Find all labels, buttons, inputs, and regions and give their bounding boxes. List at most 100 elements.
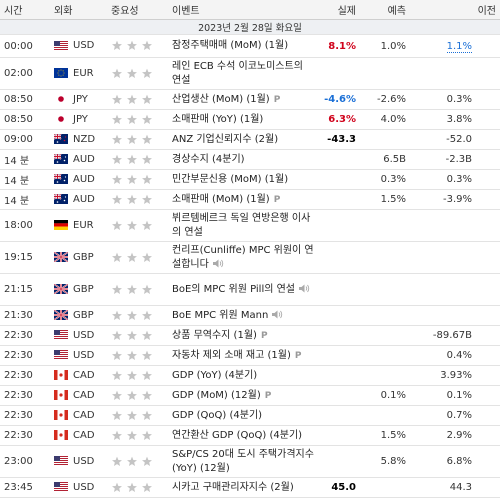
event-name: 경상수지 (4분기): [172, 153, 245, 165]
flag-part: [64, 196, 67, 198]
audio-icon: [212, 259, 224, 268]
previous-value: 0.4%: [446, 350, 472, 361]
currency-cell: EUR: [50, 209, 107, 242]
previous-value: 1.1%: [446, 40, 472, 53]
preliminary-badge: P: [294, 350, 302, 361]
forecast-cell: 0.3%: [360, 169, 410, 190]
actual-cell: [318, 345, 360, 366]
star-icon: [127, 114, 137, 124]
importance-stars: [112, 350, 152, 360]
event-row: 14 분 AUD 민간부문신용 (MoM) (1월) 0.3% 0.3%: [0, 169, 500, 190]
flag-part: [54, 350, 68, 352]
currency-cell: CAD: [50, 405, 107, 426]
event-row: 09:00 NZD ANZ 기업신뢰지수 (2월) -43.3 -52.0: [0, 129, 500, 150]
currency-code: USD: [73, 329, 95, 341]
star-icon: [142, 154, 152, 164]
event-cell: GDP (YoY) (4분기): [168, 365, 318, 386]
star-icon: [112, 350, 122, 360]
flag-part: [64, 370, 68, 381]
star-icon: [142, 252, 152, 262]
audio-shape: [272, 310, 278, 319]
time-cell: 23:00: [0, 445, 50, 478]
flag-part: [54, 330, 68, 332]
forecast-cell: 5.8%: [360, 445, 410, 478]
flag-part: [54, 460, 68, 462]
event-name: GDP (YoY) (4분기): [172, 369, 258, 381]
event-row: 19:15 GBP 컨리프(Cunliffe) MPC 위원이 연설합니다: [0, 241, 500, 274]
currency-code: EUR: [73, 67, 94, 79]
currency-cell: AUD: [50, 149, 107, 170]
time-cell: 21:30: [0, 305, 50, 326]
star-icon: [127, 284, 137, 294]
flag-icon: [54, 482, 68, 493]
previous-value: 0.3%: [446, 174, 472, 185]
event-row: 00:00 USD 잠정주택매매 (MoM) (1월) 8.1% 1.0% 1.1%: [0, 34, 500, 58]
flag-part: [58, 74, 60, 76]
flag-part: [64, 136, 67, 138]
event-name: 소매판매 (YoY) (1월): [172, 113, 264, 125]
forecast-cell: -2.6%: [360, 89, 410, 110]
star-icon: [142, 68, 152, 78]
currency-cell: AUD: [50, 169, 107, 190]
currency-cell: AUD: [50, 189, 107, 210]
importance-stars: [112, 482, 152, 492]
previous-value: -89.67B: [432, 330, 472, 341]
event-row: 22:30 CAD GDP (QoQ) (4분기) 0.7%: [0, 405, 500, 426]
event-row: 22:30 CAD GDP (MoM) (12월) P 0.1% 0.1%: [0, 385, 500, 406]
star-icon: [112, 220, 122, 230]
importance-cell: [107, 325, 168, 346]
previous-cell: -52.0: [410, 129, 500, 150]
previous-value: 6.8%: [446, 456, 472, 467]
star-icon: [112, 284, 122, 294]
flag-part: [59, 373, 63, 377]
event-name: 레인 ECB 수석 이코노미스트의 연설: [172, 60, 303, 86]
currency-code: CAD: [73, 429, 95, 441]
column-header: 외화: [50, 0, 107, 20]
star-icon: [112, 430, 122, 440]
flag-part: [63, 159, 66, 162]
flag-part: [58, 96, 64, 103]
forecast-value: 1.5%: [380, 430, 406, 441]
previous-cell: 3.8%: [410, 109, 500, 130]
flag-part: [54, 352, 68, 354]
flag-icon: [54, 68, 68, 79]
event-cell: ANZ 기업신뢰지수 (2월): [168, 129, 318, 150]
currency-cell: USD: [50, 325, 107, 346]
currency-code: USD: [73, 455, 95, 467]
currency-cell: GBP: [50, 241, 107, 274]
actual-cell: 8.1%: [318, 34, 360, 58]
star-icon: [142, 284, 152, 294]
actual-value: 8.1%: [328, 40, 356, 52]
actual-cell: [318, 189, 360, 210]
flag-part: [56, 141, 59, 144]
star-icon: [112, 390, 122, 400]
star-icon: [112, 68, 122, 78]
flag-part: [54, 46, 68, 48]
currency-code: GBP: [73, 251, 94, 263]
previous-cell: [410, 273, 500, 306]
actual-cell: [318, 385, 360, 406]
actual-cell: [318, 305, 360, 326]
date-row: 2023년 2월 28일 화요일: [0, 19, 500, 35]
currency-code: EUR: [73, 219, 94, 231]
event-cell: 소매판매 (YoY) (1월): [168, 109, 318, 130]
importance-cell: [107, 305, 168, 326]
importance-cell: [107, 149, 168, 170]
currency-code: USD: [73, 40, 95, 52]
actual-cell: [318, 445, 360, 478]
time-cell: 08:50: [0, 89, 50, 110]
forecast-value: 0.3%: [380, 174, 406, 185]
forecast-cell: 1.0%: [360, 34, 410, 58]
forecast-cell: [360, 477, 410, 498]
forecast-cell: [360, 365, 410, 386]
flag-part: [54, 256, 68, 258]
star-icon: [112, 252, 122, 262]
event-cell: 민간부문신용 (MoM) (1월): [168, 169, 318, 190]
previous-value: 3.93%: [440, 370, 472, 381]
previous-cell: 0.3%: [410, 169, 500, 190]
previous-cell: -2.3B: [410, 149, 500, 170]
forecast-cell: [360, 57, 410, 90]
importance-cell: [107, 109, 168, 130]
audio-icon: [299, 284, 310, 293]
